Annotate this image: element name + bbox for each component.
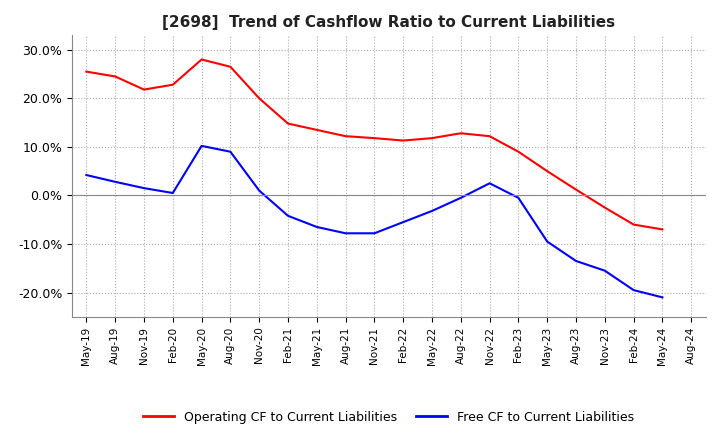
Legend: Operating CF to Current Liabilities, Free CF to Current Liabilities: Operating CF to Current Liabilities, Fre… [138,406,639,429]
Title: [2698]  Trend of Cashflow Ratio to Current Liabilities: [2698] Trend of Cashflow Ratio to Curren… [162,15,616,30]
